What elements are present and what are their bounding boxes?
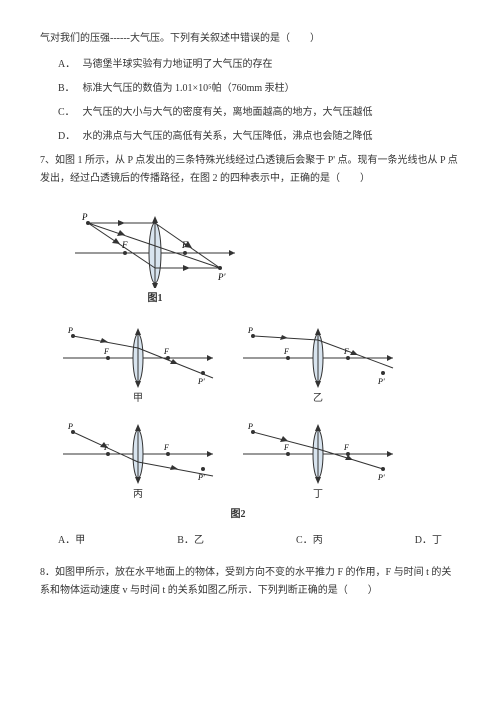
svg-text:P: P <box>67 326 73 335</box>
q7-figure-2a: F F P P' <box>58 318 218 388</box>
svg-text:F: F <box>163 347 169 356</box>
q7-stem: 7、如图 1 所示，从 P 点发出的三条特殊光线经过凸透镜后会聚于 P' 点。现… <box>40 152 460 188</box>
figure-2a-label: 甲 <box>58 390 218 408</box>
svg-text:F: F <box>283 443 289 452</box>
q7-option-b: B．乙 <box>177 532 204 550</box>
q6-option-b: B． 标准大气压的数值为 1.01×10⁵帕（760mm 汞柱） <box>58 80 460 98</box>
q6-option-a: A． 马德堡半球实验有力地证明了大气压的存在 <box>58 56 460 74</box>
q7-figure-2c: F F P P' <box>58 414 218 484</box>
svg-text:P': P' <box>217 272 226 282</box>
svg-text:P': P' <box>377 377 385 386</box>
svg-text:P': P' <box>377 473 385 482</box>
svg-text:F: F <box>103 347 109 356</box>
q7-option-b-text: 乙 <box>194 535 204 546</box>
svg-text:F: F <box>121 240 128 250</box>
q6-option-c-text: 大气压的大小与大气的密度有关，离地面越高的地方，大气压越低 <box>83 107 373 118</box>
q6-option-d: D． 水的沸点与大气压的高低有关系，大气压降低，沸点也会随之降低 <box>58 128 460 146</box>
figure-2c-label: 丙 <box>58 486 218 504</box>
q6-stem: 气对我们的压强------大气压。下列有关叙述中错误的是（ ） <box>40 30 460 48</box>
svg-text:P': P' <box>197 377 205 386</box>
q7-figure-1: F F P P' <box>70 198 240 288</box>
q6-option-b-text: 标准大气压的数值为 1.01×10⁵帕（760mm 汞柱） <box>83 83 295 94</box>
figure-2-label: 图2 <box>58 506 418 524</box>
q7-option-a-text: 甲 <box>75 535 85 546</box>
q7-option-d: D．丁 <box>415 532 442 550</box>
svg-text:P: P <box>247 326 253 335</box>
q8-stem: 8．如图甲所示，放在水平地面上的物体，受到方向不变的水平推力 F 的作用，F 与… <box>40 564 460 600</box>
q6-option-d-text: 水的沸点与大气压的高低有关系，大气压降低，沸点也会随之降低 <box>83 131 373 142</box>
svg-text:F: F <box>163 443 169 452</box>
q7-option-a: A．甲 <box>58 532 85 550</box>
figure-2d-label: 丁 <box>238 486 398 504</box>
q7-option-c: C．丙 <box>296 532 323 550</box>
q6-option-c: C． 大气压的大小与大气的密度有关，离地面越高的地方，大气压越低 <box>58 104 460 122</box>
svg-text:P: P <box>81 212 88 222</box>
q7-option-c-text: 丙 <box>313 535 323 546</box>
option-letter: B． <box>58 80 80 98</box>
q7-figure-2d: F F P P' <box>238 414 398 484</box>
svg-text:F: F <box>343 443 349 452</box>
svg-text:F: F <box>283 347 289 356</box>
q6-option-a-text: 马德堡半球实验有力地证明了大气压的存在 <box>83 59 273 70</box>
figure-1-label: 图1 <box>70 290 240 308</box>
figure-2b-label: 乙 <box>238 390 398 408</box>
option-letter: A． <box>58 56 80 74</box>
q7-figure-2b: F F P P' <box>238 318 398 388</box>
option-letter: C． <box>58 104 80 122</box>
svg-text:P: P <box>67 422 73 431</box>
svg-text:P: P <box>247 422 253 431</box>
q7-option-d-text: 丁 <box>432 535 442 546</box>
option-letter: D． <box>58 128 80 146</box>
